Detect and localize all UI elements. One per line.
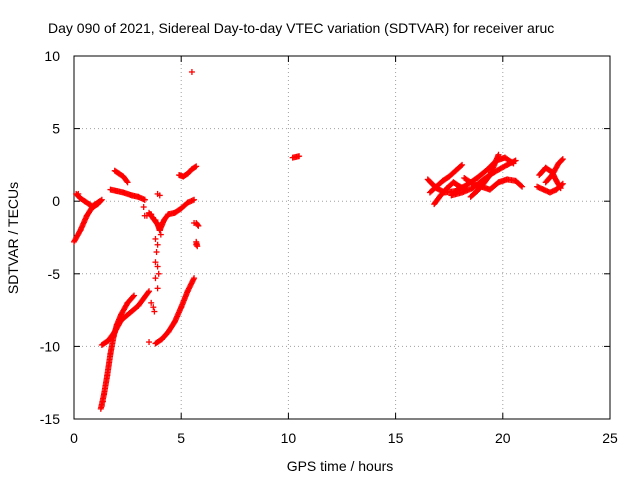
data-point xyxy=(154,219,161,226)
data-point xyxy=(154,241,161,248)
data-point xyxy=(519,183,526,190)
data-point xyxy=(152,259,159,266)
data-point xyxy=(75,190,82,197)
data-point xyxy=(195,222,202,229)
data-point xyxy=(98,402,105,409)
data-point xyxy=(140,204,147,211)
data-point xyxy=(194,221,201,228)
y-tick-label: 5 xyxy=(52,121,60,137)
data-point xyxy=(154,263,161,270)
data-point xyxy=(148,211,155,218)
data-point xyxy=(154,285,161,292)
data-point xyxy=(154,190,161,197)
data-point xyxy=(296,153,303,160)
data-point xyxy=(131,292,138,299)
data-point xyxy=(141,212,148,219)
data-point xyxy=(153,249,160,256)
data-point xyxy=(156,227,163,234)
data-point xyxy=(193,241,200,248)
data-point xyxy=(459,161,466,168)
data-point xyxy=(99,398,106,405)
data-point xyxy=(191,219,198,226)
x-tick-label: 5 xyxy=(177,430,185,446)
data-point xyxy=(145,289,152,296)
data-point xyxy=(188,68,195,75)
data-point xyxy=(512,157,519,164)
data-point xyxy=(457,162,464,169)
x-tick-label: 25 xyxy=(602,430,618,446)
y-tick-label: -10 xyxy=(40,338,60,354)
chart-title: Day 090 of 2021, Sidereal Day-to-day VTE… xyxy=(48,20,554,36)
data-point xyxy=(155,270,162,277)
plot-frame xyxy=(73,55,611,420)
data-point xyxy=(559,180,566,187)
y-tick-label: 0 xyxy=(52,193,60,209)
data-point xyxy=(518,182,525,189)
data-point xyxy=(152,275,159,282)
data-points xyxy=(71,68,566,412)
y-tick-label: -5 xyxy=(48,266,61,282)
data-point xyxy=(556,183,563,190)
data-point xyxy=(193,163,200,170)
data-point xyxy=(124,179,131,186)
data-point xyxy=(98,197,105,204)
data-point xyxy=(191,196,198,203)
data-point xyxy=(151,308,158,315)
data-point xyxy=(123,178,130,185)
data-point xyxy=(146,288,153,295)
x-tick-label: 10 xyxy=(281,430,297,446)
data-point xyxy=(557,185,564,192)
x-tick-label: 0 xyxy=(70,430,78,446)
data-point xyxy=(558,156,565,163)
axis-ticks: 0 5 10 15 20 25 -15 -10 -5 0 5 10 xyxy=(40,48,618,446)
y-axis-label: SDTVAR / TECUs xyxy=(5,182,21,294)
data-point xyxy=(191,275,198,282)
data-point xyxy=(150,304,157,311)
data-point xyxy=(152,235,159,242)
x-tick-label: 15 xyxy=(388,430,404,446)
y-tick-label: 10 xyxy=(44,48,60,64)
data-point xyxy=(148,299,155,306)
y-tick-label: -15 xyxy=(40,411,60,427)
data-point xyxy=(495,151,502,158)
data-point xyxy=(157,231,164,238)
data-point xyxy=(130,293,137,300)
data-point xyxy=(559,156,566,163)
x-axis-label: GPS time / hours xyxy=(287,458,394,474)
data-point xyxy=(192,164,199,171)
data-point xyxy=(98,196,105,203)
data-point xyxy=(146,339,153,346)
data-point xyxy=(141,196,148,203)
grid-lines xyxy=(74,56,610,419)
x-tick-label: 20 xyxy=(495,430,511,446)
